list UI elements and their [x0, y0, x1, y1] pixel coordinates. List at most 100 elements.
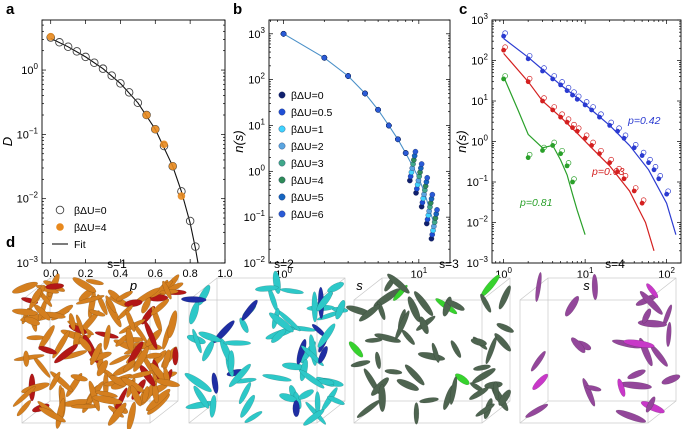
particle [661, 374, 681, 385]
tick-exponent: 1 [484, 93, 489, 102]
tick-exponent: 2 [261, 72, 266, 81]
tick-exponent: 3 [261, 26, 266, 35]
tick-base: 10 [467, 177, 479, 189]
particle [449, 376, 458, 405]
c-point-filled [550, 143, 556, 148]
b-legend-label: βΔU=1 [291, 124, 324, 136]
c-point-filled [582, 102, 588, 108]
tick-base: 10 [21, 65, 33, 77]
particle [564, 295, 580, 317]
c-point-filled [570, 179, 575, 185]
particle [193, 385, 210, 409]
b-point [321, 55, 328, 61]
c-point-filled [525, 56, 531, 62]
particle [311, 291, 318, 323]
particle [167, 310, 178, 339]
tick-base: 10 [244, 212, 256, 224]
c-point-filled [664, 191, 670, 197]
particle [54, 344, 78, 364]
b-point [375, 107, 381, 113]
a-point-filled [160, 140, 168, 149]
particle [404, 364, 425, 386]
snapshot-label: s=1 [107, 257, 127, 271]
particle [130, 385, 142, 407]
a-xtick-label: 0.6 [148, 268, 163, 280]
c-point-filled [540, 98, 545, 104]
snapshot-box: s=2 [181, 257, 349, 426]
c-point-filled [631, 188, 637, 194]
particle [52, 330, 70, 359]
particle [396, 378, 419, 391]
snapshot-box: s=4 [519, 257, 681, 424]
particle [38, 345, 57, 355]
particle [124, 299, 143, 308]
tick-exponent: 1 [423, 266, 428, 275]
c-point-open [622, 132, 629, 139]
particle [125, 327, 135, 352]
particle [228, 363, 251, 388]
b-legend-marker [278, 159, 286, 167]
particle [498, 389, 512, 406]
c-point-open [640, 149, 647, 156]
particle [413, 402, 420, 425]
b-ytick-label: 101 [248, 117, 265, 132]
particle [239, 317, 249, 333]
c-point-open [583, 99, 590, 105]
b-point [434, 207, 440, 213]
particle [192, 328, 202, 354]
particle [78, 337, 92, 352]
snapshot-box-edge [353, 277, 383, 301]
c-point-open [657, 173, 663, 179]
b-point [429, 191, 436, 198]
a-point-open [191, 242, 200, 251]
c-point-filled [558, 82, 564, 88]
particle [615, 409, 647, 423]
particle [378, 384, 386, 412]
b-legend-marker [278, 142, 286, 150]
a-xtick-label: 0.2 [78, 268, 93, 280]
particle [223, 340, 251, 346]
particle [494, 333, 512, 352]
c-point-open [559, 147, 565, 154]
particle [85, 279, 104, 286]
c-point-filled [589, 143, 594, 148]
c-point-filled [540, 148, 545, 153]
a-point-open [168, 161, 177, 171]
c-point-open [598, 111, 604, 117]
c-point-filled [621, 135, 627, 141]
c-point-open [541, 65, 547, 71]
c-point-open [575, 93, 582, 100]
c-point-open [502, 44, 508, 50]
particle [213, 320, 235, 344]
c-point-open [565, 84, 572, 91]
snapshot-label: s=3 [439, 257, 459, 271]
particle [535, 272, 542, 302]
particle [45, 283, 65, 290]
c-point-open [622, 173, 629, 179]
c-point-open [571, 89, 577, 95]
particle [126, 401, 136, 429]
tick-exponent: −3 [479, 255, 489, 264]
c-point-open [632, 185, 639, 191]
a-xlabel: p [129, 278, 137, 293]
chart-b: 100 10110310210110010−110−2sn(s)βΔU=0βΔU=… [231, 19, 451, 293]
a-point-open [98, 64, 108, 73]
a-point-filled [46, 32, 55, 41]
particle [417, 352, 446, 361]
particle [70, 374, 88, 382]
particle [493, 381, 500, 401]
particle [141, 297, 151, 314]
particle [115, 290, 133, 302]
b-point [345, 73, 351, 79]
c-ytick-label: 100 [471, 134, 488, 149]
snapshot-label: s=4 [605, 257, 625, 271]
particle [23, 350, 30, 367]
c-point-open [571, 176, 577, 182]
particle [413, 291, 434, 317]
particle [356, 400, 381, 418]
snapshot-box-back [547, 277, 677, 402]
particle [241, 299, 258, 321]
c-point-open [652, 164, 659, 170]
tick-base: 10 [467, 218, 479, 230]
particle [244, 411, 263, 423]
